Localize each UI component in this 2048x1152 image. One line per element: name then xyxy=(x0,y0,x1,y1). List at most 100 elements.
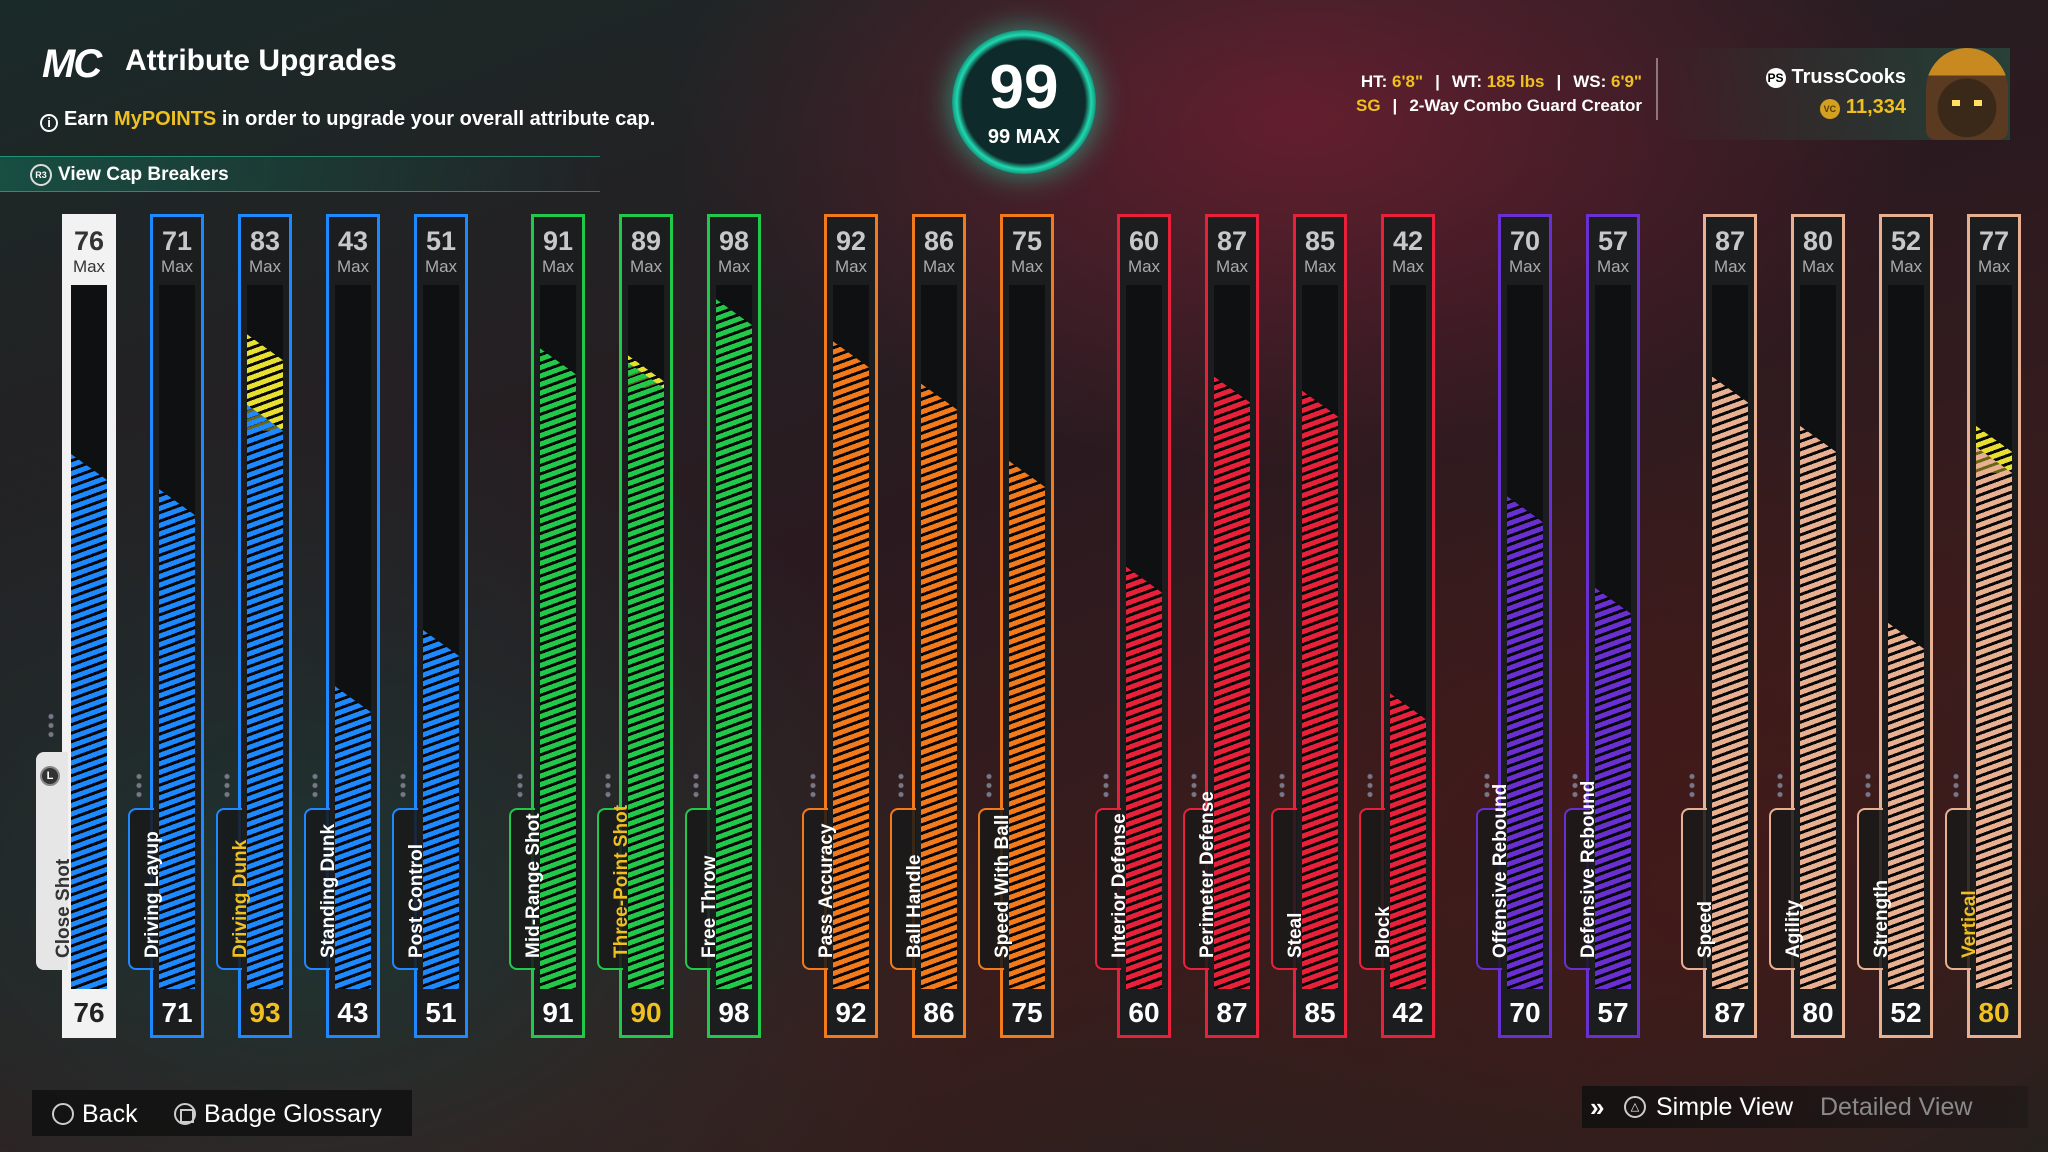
attribute-fill xyxy=(1302,390,1338,989)
attribute-fill xyxy=(159,489,195,989)
attribute-name: Mid-Range Shot xyxy=(523,813,544,958)
attribute-bar-driving-dunk[interactable]: 83 Max 93 xyxy=(238,214,292,1038)
attribute-name-tag: Speed xyxy=(1681,808,1716,970)
mypoints-highlight: MyPOINTS xyxy=(114,108,217,130)
attribute-fill xyxy=(1126,566,1162,989)
height-value: 6'8" xyxy=(1392,72,1424,91)
attribute-fill xyxy=(1009,461,1045,989)
attribute-name: Vertical xyxy=(1959,890,1980,958)
attribute-max-label: Max xyxy=(1713,257,1747,276)
attribute-max-value: 86 xyxy=(923,226,955,256)
simple-view-option[interactable]: Simple View xyxy=(1656,1093,1794,1121)
attribute-name: Strength xyxy=(1871,879,1892,958)
attribute-current-value: 90 xyxy=(630,997,662,1028)
attribute-bar-speed-with-ball[interactable]: 75 Max 75 xyxy=(1000,214,1054,1038)
attribute-name-tag: Driving Layup xyxy=(128,808,163,970)
attribute-bar-pass-accuracy[interactable]: 92 Max 92 xyxy=(824,214,878,1038)
attribute-max-label: Max xyxy=(1127,257,1161,276)
attribute-bar-speed[interactable]: 87 Max 87 xyxy=(1703,214,1757,1038)
attribute-current-value: 60 xyxy=(1128,997,1160,1028)
attribute-fill xyxy=(1800,425,1836,989)
drag-dots-icon xyxy=(1953,772,1959,798)
back-button[interactable]: Back xyxy=(52,1100,138,1129)
attribute-max-value: 85 xyxy=(1304,226,1336,256)
attribute-max-value: 91 xyxy=(542,226,574,256)
attribute-max-value: 87 xyxy=(1216,226,1248,256)
attribute-current-value: 87 xyxy=(1714,997,1746,1028)
attribute-name: Speed With Ball xyxy=(992,814,1013,958)
attribute-track xyxy=(1009,285,1045,989)
archetype-value: 2-Way Combo Guard Creator xyxy=(1409,96,1642,115)
attribute-max-value: 89 xyxy=(630,226,662,256)
attribute-max-label: Max xyxy=(922,257,956,276)
attribute-fill xyxy=(1888,622,1924,989)
attribute-name: Post Control xyxy=(406,844,427,958)
attribute-track xyxy=(423,285,459,989)
attribute-track xyxy=(1302,285,1338,989)
attribute-track xyxy=(1888,285,1924,989)
attribute-bar-ball-handle[interactable]: 86 Max 86 xyxy=(912,214,966,1038)
attribute-max-label: Max xyxy=(834,257,868,276)
attribute-bar-driving-layup[interactable]: 71 Max 71 xyxy=(150,214,204,1038)
attribute-name-tag: Strength xyxy=(1857,808,1892,970)
info-message: i Earn MyPOINTS in order to upgrade your … xyxy=(40,108,655,132)
attribute-max-value: 43 xyxy=(337,226,369,256)
attribute-bar-post-control[interactable]: 51 Max 51 xyxy=(414,214,468,1038)
attribute-fill xyxy=(833,341,869,989)
attribute-current-value: 75 xyxy=(1011,997,1043,1028)
attribute-name: Block xyxy=(1373,906,1394,958)
attribute-fill xyxy=(1976,446,2012,989)
attribute-bar-strength[interactable]: 52 Max 52 xyxy=(1879,214,1933,1038)
attribute-max-value: 42 xyxy=(1392,226,1424,256)
attribute-max-label: Max xyxy=(336,257,370,276)
drag-dots-icon xyxy=(1367,772,1373,798)
attribute-bar-free-throw[interactable]: 98 Max 98 xyxy=(707,214,761,1038)
drag-dots-icon xyxy=(1103,772,1109,798)
attribute-bar-mid-range-shot[interactable]: 91 Max 91 xyxy=(531,214,585,1038)
overall-rating-badge: 99 99 MAX xyxy=(952,30,1096,174)
attribute-bar-three-point-shot[interactable]: 89 Max 90 xyxy=(619,214,673,1038)
drag-dots-icon xyxy=(1279,772,1285,798)
attribute-fill xyxy=(716,299,752,989)
attribute-track xyxy=(921,285,957,989)
weight-value: 185 lbs xyxy=(1486,72,1545,91)
view-cap-breakers-button[interactable]: R3 View Cap Breakers xyxy=(0,156,600,192)
attribute-current-value: 76 xyxy=(73,997,105,1028)
attribute-bar-agility[interactable]: 80 Max 80 xyxy=(1791,214,1845,1038)
attribute-bar-offensive-rebound[interactable]: 70 Max 70 xyxy=(1498,214,1552,1038)
attribute-track xyxy=(1126,285,1162,989)
drag-dots-icon xyxy=(1484,772,1490,798)
attribute-track xyxy=(1390,285,1426,989)
attribute-track xyxy=(247,285,283,989)
header-divider xyxy=(1656,58,1658,120)
attribute-name: Free Throw xyxy=(699,855,720,958)
attribute-fill xyxy=(335,686,371,989)
attribute-max-label: Max xyxy=(1977,257,2011,276)
attribute-bar-block[interactable]: 42 Max 42 xyxy=(1381,214,1435,1038)
attribute-max-label: Max xyxy=(72,257,106,276)
attribute-name: Standing Dunk xyxy=(318,823,339,958)
attribute-bar-vertical[interactable]: 77 Max 80 xyxy=(1967,214,2021,1038)
mycareer-logo: MC xyxy=(42,42,102,86)
position-value: SG xyxy=(1355,96,1381,115)
attribute-fill xyxy=(247,404,283,989)
attribute-name-tag: Ball Handle xyxy=(890,808,925,970)
attribute-bar-close-shot[interactable]: 76 Max 76 xyxy=(62,214,116,1038)
drag-dots-icon xyxy=(693,772,699,798)
attribute-track xyxy=(335,285,371,989)
attribute-track xyxy=(1976,285,2012,989)
attribute-fill xyxy=(1390,693,1426,989)
attribute-bar-steal[interactable]: 85 Max 85 xyxy=(1293,214,1347,1038)
drag-dots-icon xyxy=(400,772,406,798)
attribute-bar-perimeter-defense[interactable]: 87 Max 87 xyxy=(1205,214,1259,1038)
attribute-max-label: Max xyxy=(160,257,194,276)
footer-controls: Back Badge Glossary xyxy=(32,1090,412,1136)
attribute-bar-standing-dunk[interactable]: 43 Max 43 xyxy=(326,214,380,1038)
detailed-view-option[interactable]: Detailed View xyxy=(1820,1093,1973,1121)
badge-glossary-button[interactable]: Badge Glossary xyxy=(174,1100,382,1129)
attribute-bar-interior-defense[interactable]: 60 Max 60 xyxy=(1117,214,1171,1038)
attribute-current-value: 42 xyxy=(1392,997,1424,1028)
attribute-bar-defensive-rebound[interactable]: 57 Max 57 xyxy=(1586,214,1640,1038)
attribute-name: Offensive Rebound xyxy=(1490,783,1511,958)
attribute-fill xyxy=(921,383,957,989)
